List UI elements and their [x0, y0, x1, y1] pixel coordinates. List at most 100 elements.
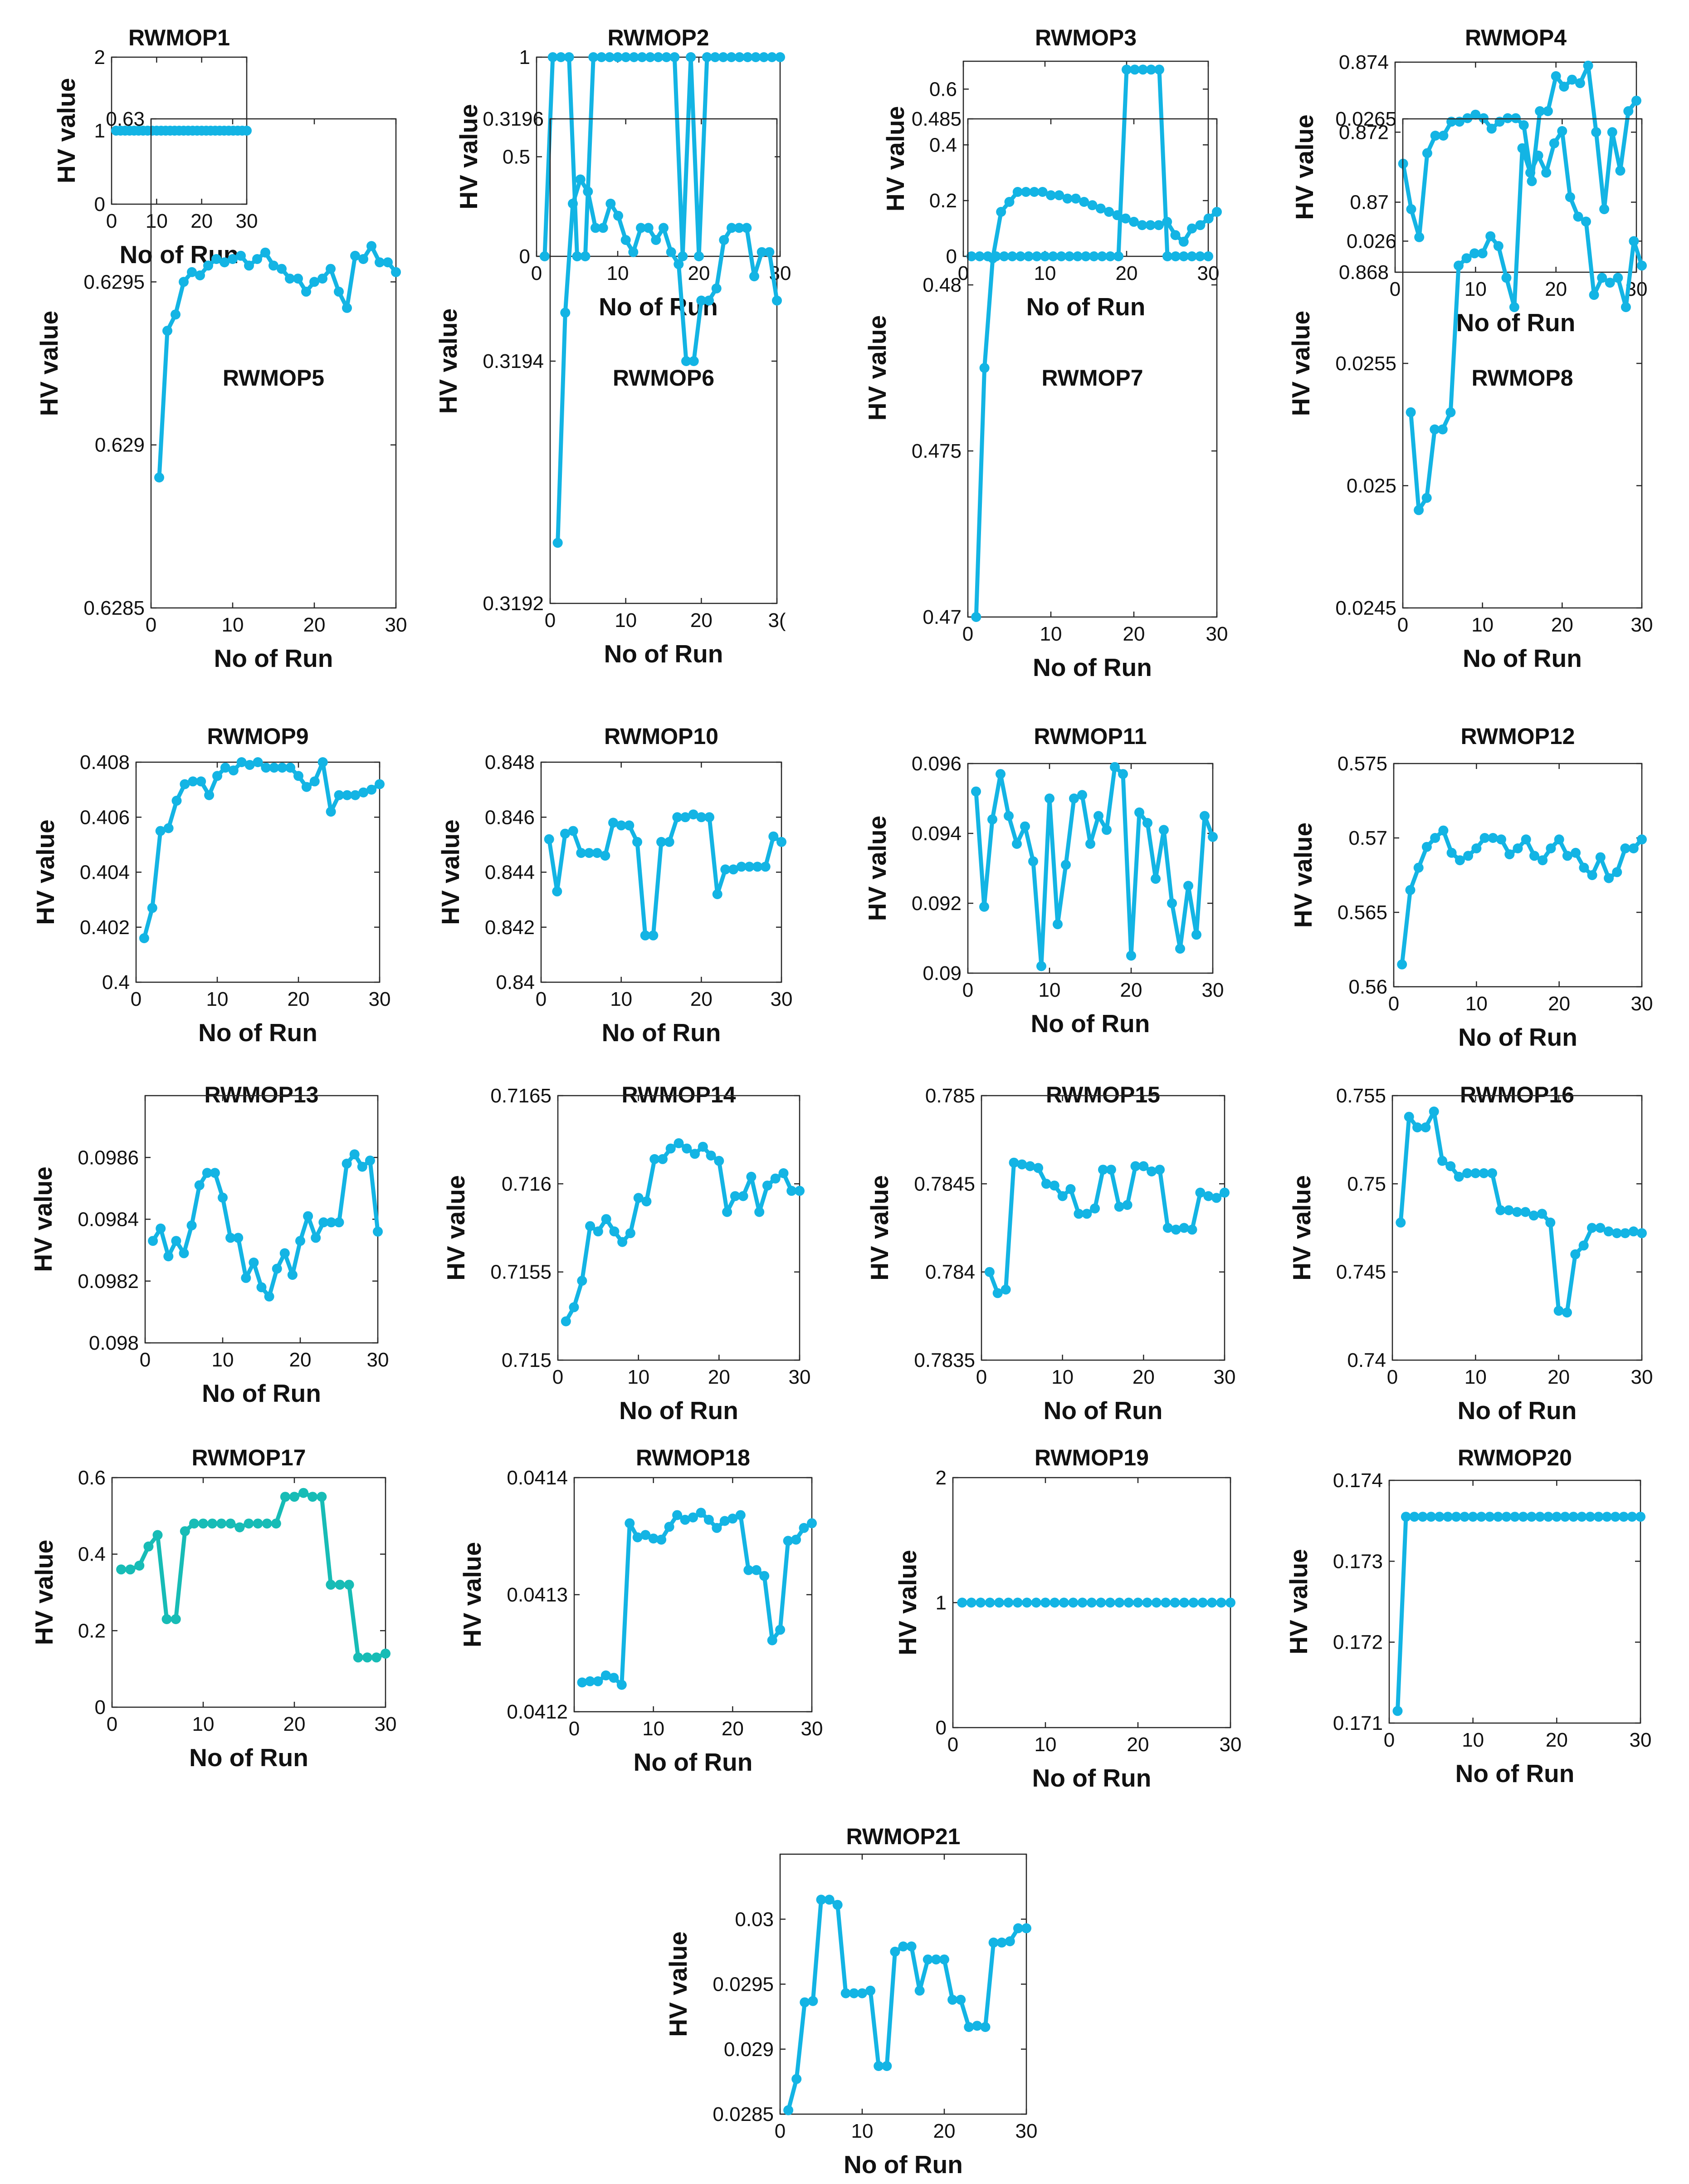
data-point: [1159, 825, 1169, 835]
y-tick-label: 0.715: [502, 1349, 552, 1371]
data-point: [1203, 1191, 1214, 1201]
y-axis-label: HV value: [458, 1542, 486, 1647]
y-tick-label: 0: [94, 193, 105, 215]
data-point: [1178, 236, 1189, 247]
data-point: [1543, 1512, 1553, 1522]
data-point: [1504, 1205, 1514, 1215]
data-point: [767, 1635, 777, 1645]
x-tick-label: 10: [1465, 993, 1488, 1015]
data-point: [1203, 213, 1214, 224]
y-tick-label: 0.7165: [490, 1085, 552, 1107]
data-point: [1421, 842, 1432, 852]
data-point: [1048, 251, 1058, 261]
data-point: [786, 1185, 797, 1196]
data-point: [1098, 1165, 1108, 1175]
data-point: [1179, 1223, 1189, 1233]
data-point: [1130, 1161, 1141, 1171]
chart-rwmop13: RWMOP13 0 10 20 30 0.098 0.0982 0.0984 0.0986 No …: [29, 1082, 389, 1407]
data-point: [600, 1670, 611, 1680]
x-tick-label: 30: [1220, 1733, 1242, 1756]
data-point: [1129, 216, 1139, 227]
y-tick-label: 2: [94, 46, 105, 69]
data-point: [1529, 851, 1539, 861]
data-point: [580, 251, 591, 261]
data-point: [1517, 143, 1528, 153]
data-point: [366, 241, 376, 251]
y-tick-label: 0.75: [1347, 1173, 1386, 1195]
y-tick-label: 0.0412: [507, 1701, 568, 1723]
data-point: [1525, 167, 1536, 178]
data-point: [633, 1193, 644, 1203]
data-point: [576, 848, 586, 858]
data-point: [711, 283, 722, 294]
data-point: [914, 1985, 925, 1996]
data-point: [640, 1530, 651, 1540]
y-tick-label: 0.0255: [1335, 353, 1396, 375]
data-point: [391, 267, 401, 277]
data-point: [1105, 251, 1115, 261]
chart-title: RWMOP8: [1471, 365, 1573, 391]
x-axis-label: No of Run: [1463, 644, 1582, 672]
data-point: [775, 52, 785, 62]
data-point: [293, 274, 303, 284]
data-point: [1501, 273, 1512, 283]
data-point: [350, 250, 360, 261]
x-tick-label: 20: [283, 1713, 306, 1735]
data-point: [696, 295, 707, 306]
data-point: [1020, 821, 1030, 832]
y-tick-label: 0.0982: [78, 1270, 139, 1293]
x-tick-label: 10: [212, 1349, 234, 1371]
chart-rwmop12: RWMOP12 0 10 20 30 0.56 0.565 0.57 0.575 No of Ru…: [1289, 724, 1653, 1051]
data-point: [1225, 1597, 1235, 1608]
x-tick-label: 30: [771, 988, 793, 1010]
data-point: [152, 1530, 163, 1540]
data-point: [653, 52, 664, 62]
y-tick-label: 0.874: [1339, 51, 1389, 73]
x-axis-label: No of Run: [844, 2150, 963, 2179]
y-tick-label: 0.485: [912, 108, 962, 130]
chart-title: RWMOP13: [205, 1082, 319, 1107]
x-axis-label: No of Run: [1456, 309, 1576, 337]
y-tick-label: 0.87: [1350, 191, 1389, 214]
data-point: [1595, 852, 1606, 862]
chart-rwmop17: RWMOP17 0 10 20 30 0 0.2 0.4 0.6 No of Run HV valu…: [30, 1445, 396, 1772]
data-point: [613, 52, 623, 62]
data-point: [1479, 1168, 1489, 1178]
data-point: [1562, 851, 1572, 861]
data-point: [632, 1532, 643, 1543]
data-point: [742, 223, 752, 233]
y-tick-label: 0.785: [925, 1085, 975, 1107]
data-point: [752, 862, 762, 872]
x-tick-label: 10: [1035, 1733, 1057, 1756]
data-point: [658, 1154, 668, 1164]
data-point: [1469, 248, 1480, 259]
y-axis-label: HV value: [31, 819, 59, 925]
axes-frame: [557, 1095, 801, 1361]
data-point: [1123, 1597, 1134, 1608]
data-point: [277, 264, 287, 274]
data-point: [648, 1533, 659, 1544]
data-point: [1438, 825, 1449, 836]
data-point: [1004, 811, 1014, 821]
x-tick-label: 10: [1034, 262, 1056, 284]
data-point: [1404, 1112, 1414, 1122]
data-point: [1537, 1209, 1547, 1219]
data-point: [751, 1565, 762, 1575]
data-point: [1050, 1597, 1060, 1608]
y-axis-label: HV value: [436, 819, 464, 925]
data-point: [1493, 241, 1504, 251]
chart-rwmop18: RWMOP18 0 10 20 30 0.0412 0.0413 0.0414 No of Ru…: [458, 1445, 823, 1776]
x-axis-label: No of Run: [1458, 1023, 1577, 1051]
y-tick-label: 0.404: [80, 862, 130, 884]
data-point: [252, 254, 262, 264]
data-point: [967, 251, 976, 261]
x-tick-label: 30: [1202, 979, 1224, 1001]
series-line: [1396, 1514, 1643, 1713]
data-point: [1220, 1187, 1230, 1198]
data-point: [1065, 1184, 1076, 1194]
data-point: [1583, 60, 1593, 71]
data-point: [1607, 127, 1617, 137]
data-point: [1154, 64, 1164, 75]
data-point: [1021, 187, 1031, 197]
